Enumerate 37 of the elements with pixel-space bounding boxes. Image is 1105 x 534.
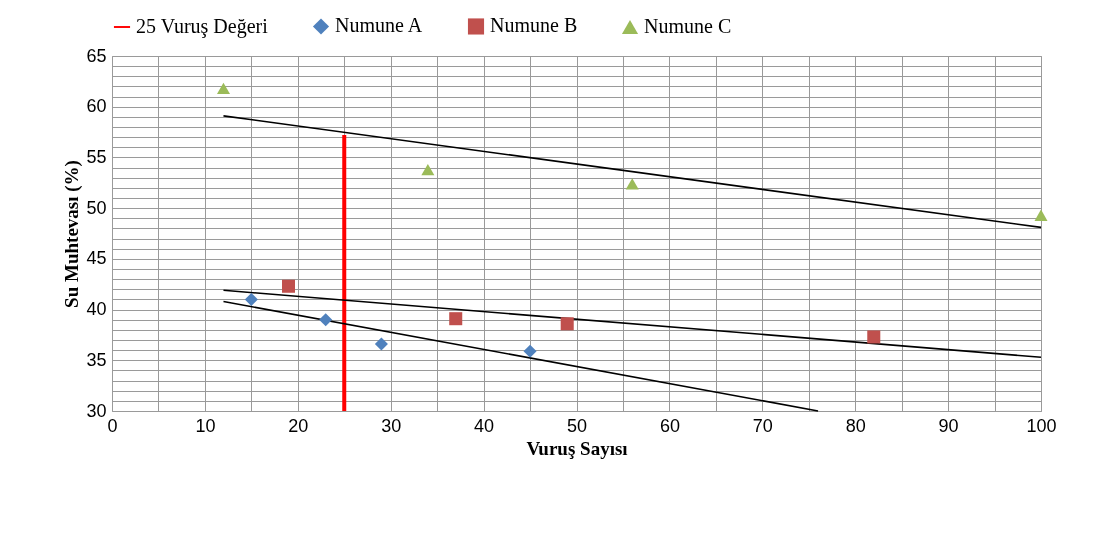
legend-label: Numune C [644, 15, 732, 37]
y-tick-label: 40 [86, 299, 107, 320]
x-tick-label: 80 [845, 415, 866, 436]
y-tick-label: 60 [86, 96, 107, 117]
x-tick-label: 50 [566, 415, 588, 436]
x-axis-title: Vuruş Sayısı [526, 437, 628, 459]
x-tick-label: 90 [938, 415, 959, 436]
x-tick-label: 0 [107, 415, 118, 436]
legend-label: Numune A [335, 14, 423, 37]
y-tick-label: 45 [86, 248, 107, 269]
y-tick-label: 50 [86, 197, 107, 218]
point [867, 330, 881, 344]
x-tick-label: 70 [752, 415, 773, 436]
point [281, 279, 296, 293]
point [560, 317, 574, 331]
point [216, 82, 230, 95]
x-tick-label: 40 [474, 415, 495, 436]
point [523, 344, 537, 358]
point [449, 312, 463, 326]
legend-label: 25 Vuruş Değeri [136, 15, 269, 38]
y-tick-label: 55 [86, 146, 107, 167]
x-tick-label: 100 [1026, 415, 1057, 436]
point [244, 292, 258, 306]
point [319, 313, 333, 327]
legend-label: Numune B [490, 14, 578, 37]
point [1034, 209, 1048, 221]
point [625, 178, 639, 190]
x-tick-label: 30 [381, 415, 402, 436]
y-axis-title: Su Muhtevası (%) [61, 160, 84, 308]
y-tick-label: 30 [86, 400, 107, 421]
point [421, 163, 435, 176]
y-tick-label: 65 [86, 45, 107, 66]
x-tick-label: 60 [659, 415, 680, 436]
point [374, 337, 388, 351]
x-tick-label: 10 [195, 415, 216, 436]
y-tick-label: 35 [86, 349, 107, 370]
x-tick-label: 20 [288, 415, 309, 436]
